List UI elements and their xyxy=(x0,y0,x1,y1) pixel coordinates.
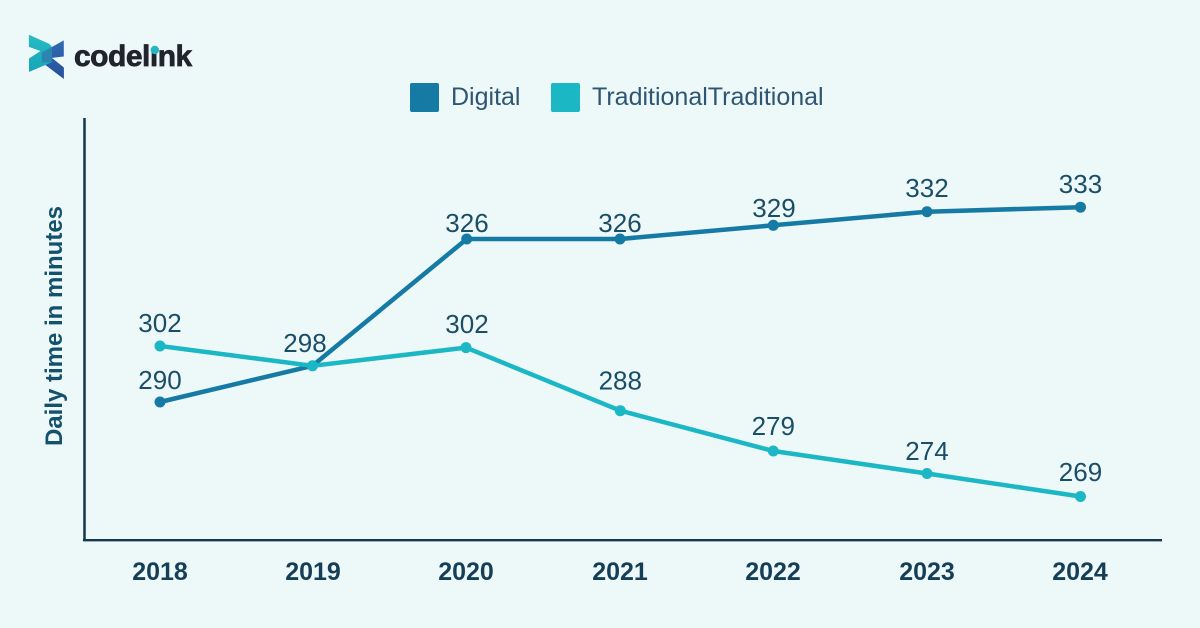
svg-text:codelınk: codelınk xyxy=(74,40,193,73)
svg-text:326: 326 xyxy=(445,208,488,238)
svg-text:2020: 2020 xyxy=(438,558,494,586)
svg-text:Digital: Digital xyxy=(451,83,520,111)
svg-text:332: 332 xyxy=(905,173,948,203)
svg-text:302: 302 xyxy=(445,309,488,339)
svg-text:2019: 2019 xyxy=(285,558,341,586)
svg-text:329: 329 xyxy=(752,193,795,223)
svg-text:Daily time in minutes: Daily time in minutes xyxy=(41,206,68,446)
svg-text:290: 290 xyxy=(138,365,181,395)
svg-text:TraditionalTraditional: TraditionalTraditional xyxy=(592,83,824,111)
svg-text:326: 326 xyxy=(598,208,641,238)
svg-text:2018: 2018 xyxy=(132,558,188,586)
svg-text:288: 288 xyxy=(599,366,642,396)
svg-text:2022: 2022 xyxy=(745,558,801,586)
svg-text:298: 298 xyxy=(283,328,326,358)
svg-text:333: 333 xyxy=(1059,169,1102,199)
svg-text:2024: 2024 xyxy=(1052,558,1108,586)
svg-text:269: 269 xyxy=(1059,457,1102,487)
svg-text:279: 279 xyxy=(752,411,795,441)
svg-text:274: 274 xyxy=(905,436,948,466)
svg-text:302: 302 xyxy=(138,308,181,338)
svg-text:2021: 2021 xyxy=(592,558,648,586)
svg-text:2023: 2023 xyxy=(899,558,955,586)
